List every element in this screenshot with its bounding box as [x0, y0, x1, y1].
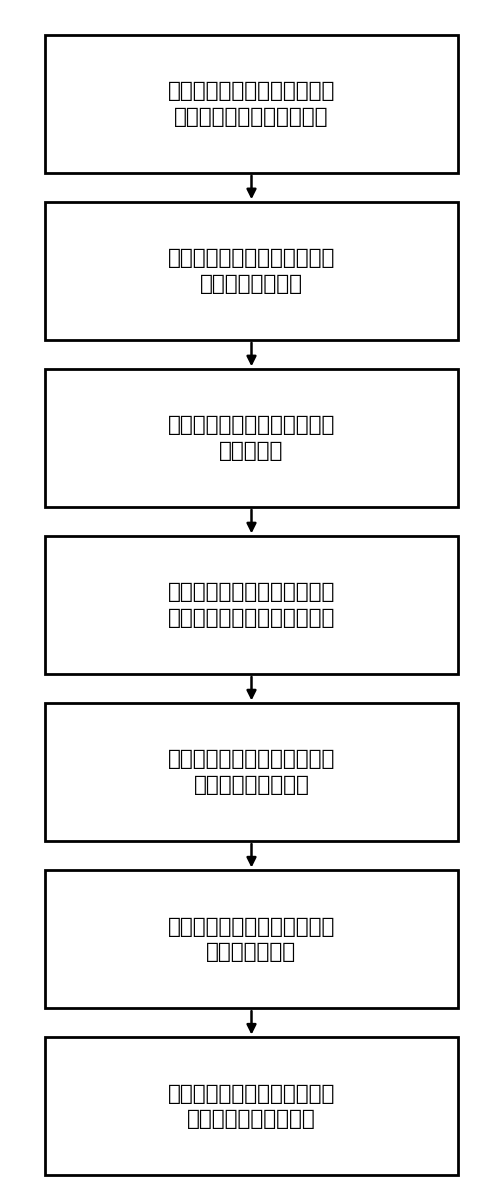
Text: 计算雷达发射天线在其波束置
零空间方向上的输出信号幅度: 计算雷达发射天线在其波束置 零空间方向上的输出信号幅度: [168, 583, 335, 628]
Text: 给定一个发射波束方向图和相
位中心已知的雷达发射天线: 给定一个发射波束方向图和相 位中心已知的雷达发射天线: [168, 81, 335, 127]
Text: 设定雷达发射天线发射波束置
零空间方向: 设定雷达发射天线发射波束置 零空间方向: [168, 415, 335, 461]
Text: 在雷达发射天线旁边添加一根
调幅调相辅助天线: 在雷达发射天线旁边添加一根 调幅调相辅助天线: [168, 248, 335, 294]
Bar: [45, 36, 458, 173]
Bar: [45, 1037, 458, 1175]
Text: 判断调幅调相辅助天线的发射
信号幅度的取值: 判断调幅调相辅助天线的发射 信号幅度的取值: [168, 916, 335, 963]
Text: 同时发射雷达发射天线信号和
调幅调相辅助天线信号: 同时发射雷达发射天线信号和 调幅调相辅助天线信号: [168, 1084, 335, 1129]
Bar: [45, 870, 458, 1008]
Bar: [45, 202, 458, 339]
Bar: [45, 704, 458, 842]
Bar: [45, 369, 458, 507]
Bar: [45, 537, 458, 674]
Text: 计算调幅调相辅助天线发射信
号的幅度和初始相位: 计算调幅调相辅助天线发射信 号的幅度和初始相位: [168, 749, 335, 795]
